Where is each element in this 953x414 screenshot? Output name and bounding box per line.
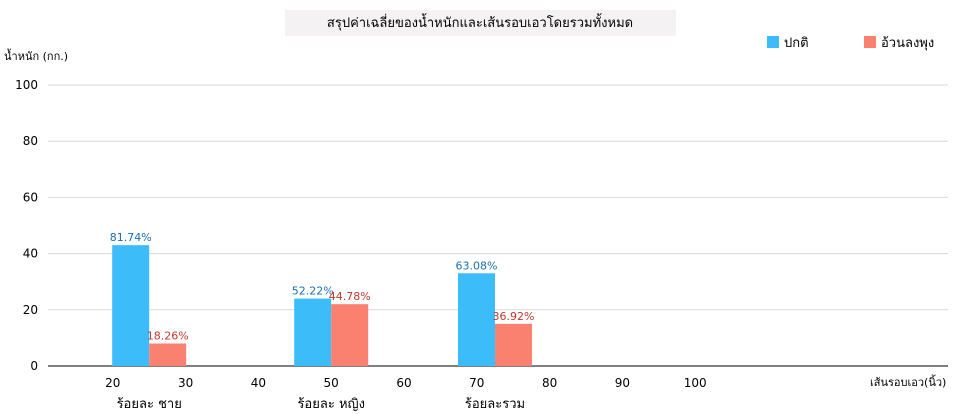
bar-obese (149, 343, 187, 366)
x-tick-label: 30 (178, 376, 193, 390)
grid-lines (48, 84, 948, 367)
x-tick-label: 60 (396, 376, 411, 390)
x-tick-label: 50 (324, 376, 339, 390)
x-tick-label: 20 (105, 376, 120, 390)
data-label: 36.92% (493, 310, 535, 323)
x-tick-label: 100 (684, 376, 707, 390)
legend-swatch (864, 36, 876, 48)
bar-obese (331, 304, 369, 366)
category-label: ร้อยละ ชาย (117, 397, 182, 412)
y-tick-label: 20 (23, 303, 38, 317)
x-tick-label: 90 (615, 376, 630, 390)
category-labels: ร้อยละ ชาย ร้อยละ หญิง ร้อยละรวม (117, 397, 526, 412)
data-label: 81.74% (110, 231, 152, 244)
chart-title: สรุปค่าเฉลี่ยของน้ำหนักและเส้นรอบเอวโดยร… (327, 13, 633, 31)
data-label: 18.26% (147, 330, 189, 343)
x-tick-label: 40 (251, 376, 266, 390)
category-label: ร้อยละ หญิง (297, 397, 364, 412)
y-tick-label: 60 (23, 190, 38, 204)
bar-normal (294, 298, 332, 366)
y-axis-ticks: 0 20 40 60 80 100 (15, 78, 38, 373)
x-tick-label: 80 (542, 376, 557, 390)
y-axis-label: น้ำหนัก (กก.) (4, 48, 68, 63)
legend-label: อ้วนลงพุง (881, 36, 934, 51)
y-tick-label: 40 (23, 247, 38, 261)
x-axis-ticks: 20 30 40 50 60 70 80 90 100 (105, 376, 706, 390)
legend-swatch (767, 36, 779, 48)
bar-obese (495, 323, 532, 366)
y-tick-label: 0 (30, 359, 38, 373)
bar-normal (458, 273, 495, 366)
chart-title-box (285, 10, 676, 36)
y-tick-label: 80 (23, 134, 38, 148)
legend: ปกติ อ้วนลงพุง (767, 36, 934, 51)
data-label: 52.22% (292, 285, 334, 298)
x-axis-label: เส้นรอบเอว(นิ้ว) (870, 374, 946, 389)
category-label: ร้อยละรวม (465, 397, 525, 412)
bars (112, 245, 532, 366)
data-label: 44.78% (329, 290, 371, 303)
legend-label: ปกติ (784, 36, 809, 51)
bar-normal (112, 245, 150, 366)
y-tick-label: 100 (15, 78, 38, 92)
x-tick-label: 70 (469, 376, 484, 390)
data-label: 63.08% (456, 259, 498, 272)
data-labels: 81.74% 18.26% 52.22%44.78% 63.08% 36.92% (110, 231, 535, 342)
